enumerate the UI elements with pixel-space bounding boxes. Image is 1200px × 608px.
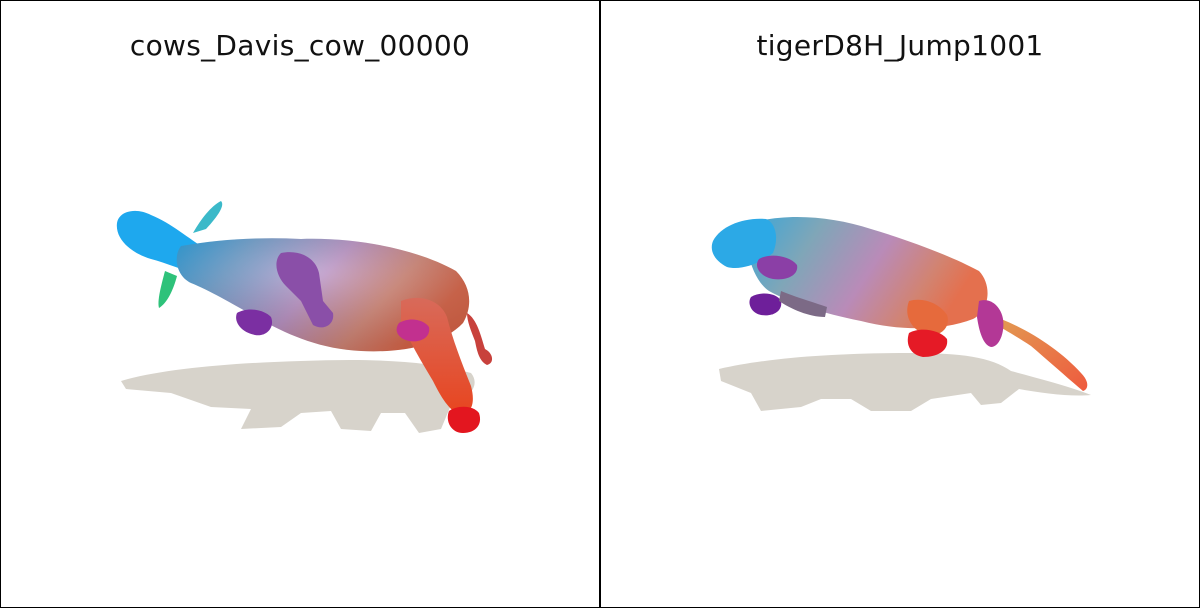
viewport-left[interactable]: cows_Davis_cow_00000 [1, 1, 599, 607]
tiger-shadow [719, 353, 1091, 411]
panel-title-left: cows_Davis_cow_00000 [129, 29, 471, 62]
cow-render [116, 201, 493, 433]
tiger-render [711, 217, 1091, 411]
tiger-head [711, 218, 777, 269]
panel-title-right: tigerD8H_Jump1001 [756, 29, 1044, 62]
cow-shadow [121, 360, 475, 433]
viewport-right[interactable]: tigerD8H_Jump1001 [601, 1, 1199, 607]
panel-divider [599, 0, 601, 608]
